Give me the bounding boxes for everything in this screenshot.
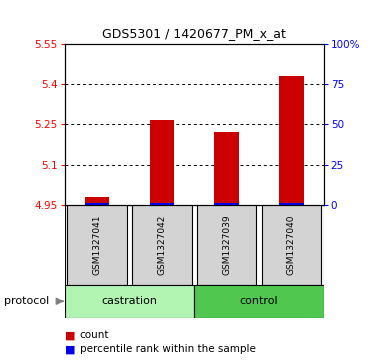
Text: GSM1327039: GSM1327039 bbox=[222, 215, 231, 276]
Bar bbox=[214, 203, 239, 205]
Text: control: control bbox=[240, 296, 278, 306]
Bar bbox=[279, 76, 304, 205]
Bar bbox=[214, 132, 239, 205]
Bar bbox=[132, 205, 192, 285]
Bar bbox=[67, 205, 127, 285]
Bar bbox=[149, 203, 174, 205]
Text: count: count bbox=[80, 330, 109, 340]
Bar bbox=[194, 285, 324, 318]
Bar bbox=[85, 197, 110, 205]
Bar bbox=[149, 120, 174, 205]
Text: GSM1327042: GSM1327042 bbox=[157, 215, 166, 275]
Bar bbox=[65, 285, 194, 318]
Text: GSM1327041: GSM1327041 bbox=[92, 215, 102, 275]
Text: castration: castration bbox=[101, 296, 158, 306]
Bar bbox=[262, 205, 321, 285]
Title: GDS5301 / 1420677_PM_x_at: GDS5301 / 1420677_PM_x_at bbox=[102, 26, 286, 40]
Text: ■: ■ bbox=[65, 330, 75, 340]
Bar bbox=[279, 203, 304, 205]
Bar bbox=[85, 203, 110, 205]
Text: ■: ■ bbox=[65, 344, 75, 354]
Text: protocol: protocol bbox=[4, 296, 49, 306]
Text: percentile rank within the sample: percentile rank within the sample bbox=[80, 344, 255, 354]
Bar bbox=[197, 205, 256, 285]
Text: GSM1327040: GSM1327040 bbox=[287, 215, 296, 275]
